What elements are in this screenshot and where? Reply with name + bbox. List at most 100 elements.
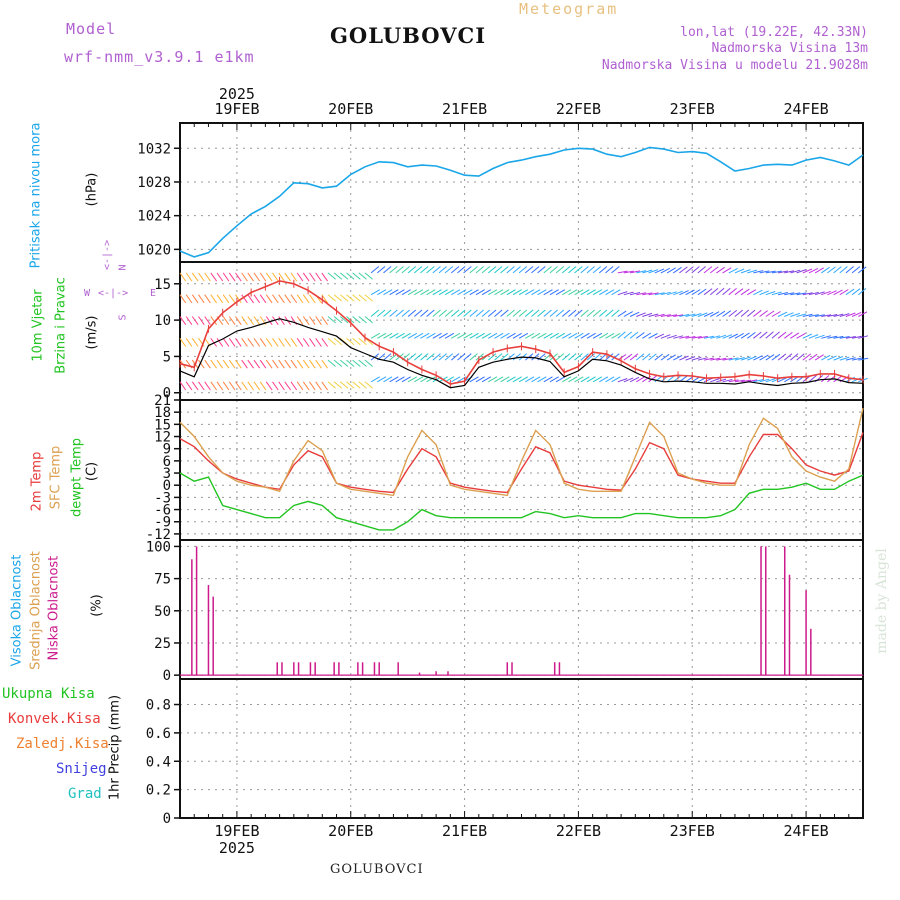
wind-barb — [463, 309, 472, 317]
wind-barb — [605, 266, 614, 274]
wind-barb — [494, 376, 504, 383]
wind-barb — [210, 338, 218, 347]
wind-barb — [555, 289, 566, 296]
wind-barb — [222, 359, 230, 369]
wind-barb — [784, 312, 794, 317]
wind-barb — [845, 336, 856, 339]
wind-barb — [457, 309, 466, 317]
wind-barb — [562, 376, 572, 383]
wind-barb — [796, 313, 807, 317]
wind-barb — [309, 359, 316, 369]
wind-barb — [426, 309, 435, 317]
wind-barb — [506, 289, 516, 296]
wind-barb — [346, 294, 355, 302]
wind-barb — [500, 266, 509, 274]
wind-barb — [537, 332, 547, 339]
wind-barb — [648, 269, 659, 274]
wind-barb — [827, 314, 838, 317]
wind-barb — [358, 316, 367, 324]
wind-barb — [611, 353, 620, 361]
wind-barb — [734, 357, 745, 361]
wind-barb — [235, 316, 242, 325]
ytick-label: 0.4 — [146, 754, 171, 770]
ytick-label: 25 — [154, 636, 171, 652]
xaxis-day-label-bottom: 21FEB — [442, 822, 487, 840]
wind-barb — [531, 332, 541, 339]
wind-barb — [235, 272, 242, 282]
wind-barb — [426, 353, 435, 361]
wind-barb — [697, 335, 708, 339]
wind-barb — [753, 270, 764, 274]
wind-barb — [531, 376, 541, 383]
wind-barb — [814, 354, 824, 361]
wind-barb — [734, 332, 744, 339]
wind-barb — [636, 376, 646, 383]
wind-barb — [358, 272, 367, 280]
wind-barb — [451, 332, 461, 339]
wind-barb — [518, 266, 528, 274]
wind-barb — [247, 381, 255, 391]
wind-barb — [709, 288, 719, 296]
wind-barb — [611, 266, 620, 274]
wind-barb — [518, 309, 528, 317]
wind-barb — [512, 353, 521, 361]
wind-barb — [265, 294, 273, 304]
wind-barb — [438, 309, 447, 317]
wind-barb — [771, 331, 780, 339]
ytick-label: -3 — [154, 490, 171, 506]
wind-barb — [525, 289, 535, 296]
wind-barb — [851, 311, 862, 317]
wind-barb — [728, 288, 737, 296]
wind-barb — [487, 309, 497, 317]
precip-legend-snow: Snijeg — [56, 761, 107, 777]
wind-barb — [531, 353, 540, 361]
wind-barb — [444, 289, 455, 296]
wind-barb — [703, 311, 714, 317]
wind-barb — [414, 376, 424, 383]
wind-compass: N <-|-> W <-|-> E S — [82, 240, 162, 324]
wind-barb — [284, 294, 292, 304]
wind-barb — [191, 381, 199, 391]
wind-barb — [623, 377, 634, 383]
wind-barb — [636, 332, 645, 339]
wind-barb — [185, 272, 193, 282]
wind-barb — [383, 266, 392, 274]
xaxis-day-label-top: 19FEB — [214, 100, 259, 118]
wind-barb — [457, 289, 467, 296]
wind-barb — [747, 331, 756, 339]
wind-barb — [426, 376, 436, 383]
wind-barb — [592, 266, 602, 274]
wind-barb — [543, 309, 552, 317]
wind-barb — [716, 334, 727, 339]
wind-barb — [549, 376, 559, 383]
wind-barb — [642, 353, 651, 361]
wind-barb — [432, 289, 442, 296]
wind-barb — [747, 289, 757, 296]
wind-barb — [463, 266, 472, 274]
wind-barb — [475, 309, 484, 317]
wind-barb — [469, 309, 478, 317]
xaxis-day-label-top: 22FEB — [556, 100, 601, 118]
wind-barb — [753, 309, 762, 317]
wind-barb — [444, 309, 454, 317]
compass-e: E — [150, 288, 157, 299]
wind-barb — [389, 332, 399, 339]
wind-barb — [814, 334, 825, 339]
wind-barb — [802, 313, 813, 317]
wind-barb — [290, 294, 298, 304]
wind-barb — [642, 332, 652, 339]
precip-legend-convective: Konvek.Kisa — [8, 711, 101, 727]
wind-barb — [278, 316, 285, 325]
wind-barb — [302, 294, 310, 304]
wind-barb — [857, 266, 867, 274]
wind-barb — [574, 353, 583, 361]
wind-barb — [438, 289, 448, 296]
wind-barb — [290, 359, 298, 369]
wind-barb — [592, 376, 603, 383]
wind-barb — [697, 266, 706, 274]
wind-barb — [506, 332, 516, 339]
wind-barb — [413, 266, 423, 274]
wind-barb — [642, 312, 653, 317]
wind-barb — [438, 332, 448, 339]
